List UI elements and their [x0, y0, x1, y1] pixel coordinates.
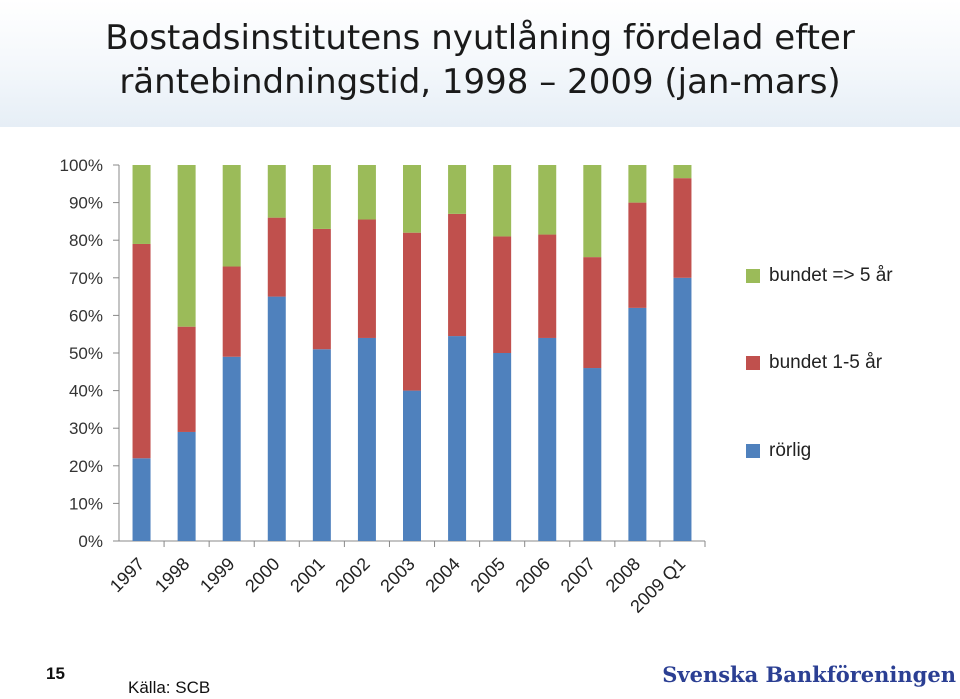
bar-bundet_5	[628, 165, 647, 203]
y-tick-label: 70%	[69, 269, 103, 288]
x-tick-label: 2006	[512, 554, 554, 596]
legend-item-bundet-1-5: bundet 1-5 år	[746, 352, 883, 373]
chart-title: Bostadsinstitutens nyutlåning fördelad e…	[0, 16, 960, 104]
x-tick-label: 2003	[376, 554, 418, 596]
bar-bundet_5	[583, 165, 602, 258]
bar-rorlig	[222, 356, 241, 541]
bar-bundet_1_5	[132, 243, 151, 459]
bar-bundet_5	[357, 165, 376, 220]
y-tick-label: 90%	[69, 194, 103, 213]
bar-rorlig	[628, 307, 647, 541]
bar-bundet_1_5	[448, 213, 467, 337]
x-tick-label: 1998	[151, 554, 193, 596]
bar-rorlig	[357, 337, 376, 541]
bar-rorlig	[538, 337, 557, 541]
legend-label-bundet-5: bundet => 5 år	[769, 265, 893, 286]
legend-label-bundet-1-5: bundet 1-5 år	[769, 352, 883, 373]
bar-rorlig	[403, 390, 421, 541]
bar-bundet_1_5	[177, 326, 196, 432]
y-tick-label: 60%	[69, 306, 103, 325]
bar-bundet_1_5	[267, 217, 286, 297]
bar-bundet_5	[267, 165, 286, 218]
x-tick-label: 2004	[421, 554, 463, 596]
bar-bundet_5	[403, 165, 421, 233]
y-tick-label: 20%	[69, 457, 103, 476]
title-line-2: räntebindningstid, 1998 – 2009 (jan-mars…	[119, 62, 841, 102]
legend-item-rorlig: rörlig	[746, 440, 812, 461]
bar-bundet_5	[312, 165, 331, 229]
stacked-bar-chart: 0%10%20%30%40%50%60%70%80%90%100%1997 199…	[60, 156, 706, 617]
legend-label-rorlig: rörlig	[769, 440, 812, 461]
bar-bundet_1_5	[357, 219, 376, 338]
title-band	[0, 0, 960, 127]
x-tick-label: 2001	[286, 554, 328, 596]
x-tick-label: 2002	[331, 554, 373, 596]
bar-bundet_1_5	[628, 202, 647, 308]
bar-rorlig	[312, 349, 331, 541]
bar-bundet_1_5	[222, 266, 241, 357]
source-note: Källa: SCB	[128, 678, 211, 697]
y-tick-label: 10%	[69, 494, 103, 513]
bar-bundet_5	[538, 165, 557, 235]
bar-bundet_1_5	[538, 234, 557, 338]
bar-rorlig	[177, 431, 196, 541]
bar-bundet_5	[493, 165, 512, 237]
legend-swatch-bundet-5	[746, 269, 760, 283]
brand-logo-text: Svenska Bankföreningen	[662, 662, 956, 687]
bar-bundet_5	[222, 165, 241, 267]
bar-rorlig	[132, 458, 151, 541]
bar-bundet_5	[177, 165, 196, 327]
y-tick-label: 0%	[78, 532, 103, 551]
x-tick-label: 2005	[467, 554, 509, 596]
bar-bundet_1_5	[493, 236, 512, 353]
y-tick-label: 40%	[69, 382, 103, 401]
bar-rorlig	[673, 277, 692, 541]
bar-rorlig	[267, 296, 286, 541]
legend-swatch-rorlig	[746, 444, 760, 458]
x-tick-label: 2007	[557, 554, 599, 596]
page-number: 15	[46, 664, 65, 683]
bar-bundet_5	[132, 165, 151, 244]
legend-swatch-bundet-1-5	[746, 356, 760, 370]
bar-rorlig	[493, 353, 512, 541]
y-tick-label: 80%	[69, 231, 103, 250]
bar-rorlig	[448, 336, 467, 541]
bar-bundet_5	[673, 165, 692, 179]
x-tick-label: 1997	[106, 554, 148, 596]
bar-bundet_1_5	[312, 228, 331, 350]
y-tick-label: 100%	[60, 156, 103, 175]
x-tick-label: 1999	[196, 554, 238, 596]
legend-item-bundet-5: bundet => 5 år	[746, 265, 893, 286]
y-tick-label: 30%	[69, 419, 103, 438]
x-tick-label: 2000	[241, 554, 283, 596]
bar-bundet_1_5	[583, 257, 602, 369]
bar-bundet_1_5	[673, 178, 692, 278]
bar-bundet_1_5	[403, 232, 421, 391]
bar-rorlig	[583, 368, 602, 541]
y-tick-label: 50%	[69, 344, 103, 363]
title-line-1: Bostadsinstitutens nyutlåning fördelad e…	[105, 18, 855, 58]
bar-bundet_5	[448, 165, 467, 214]
